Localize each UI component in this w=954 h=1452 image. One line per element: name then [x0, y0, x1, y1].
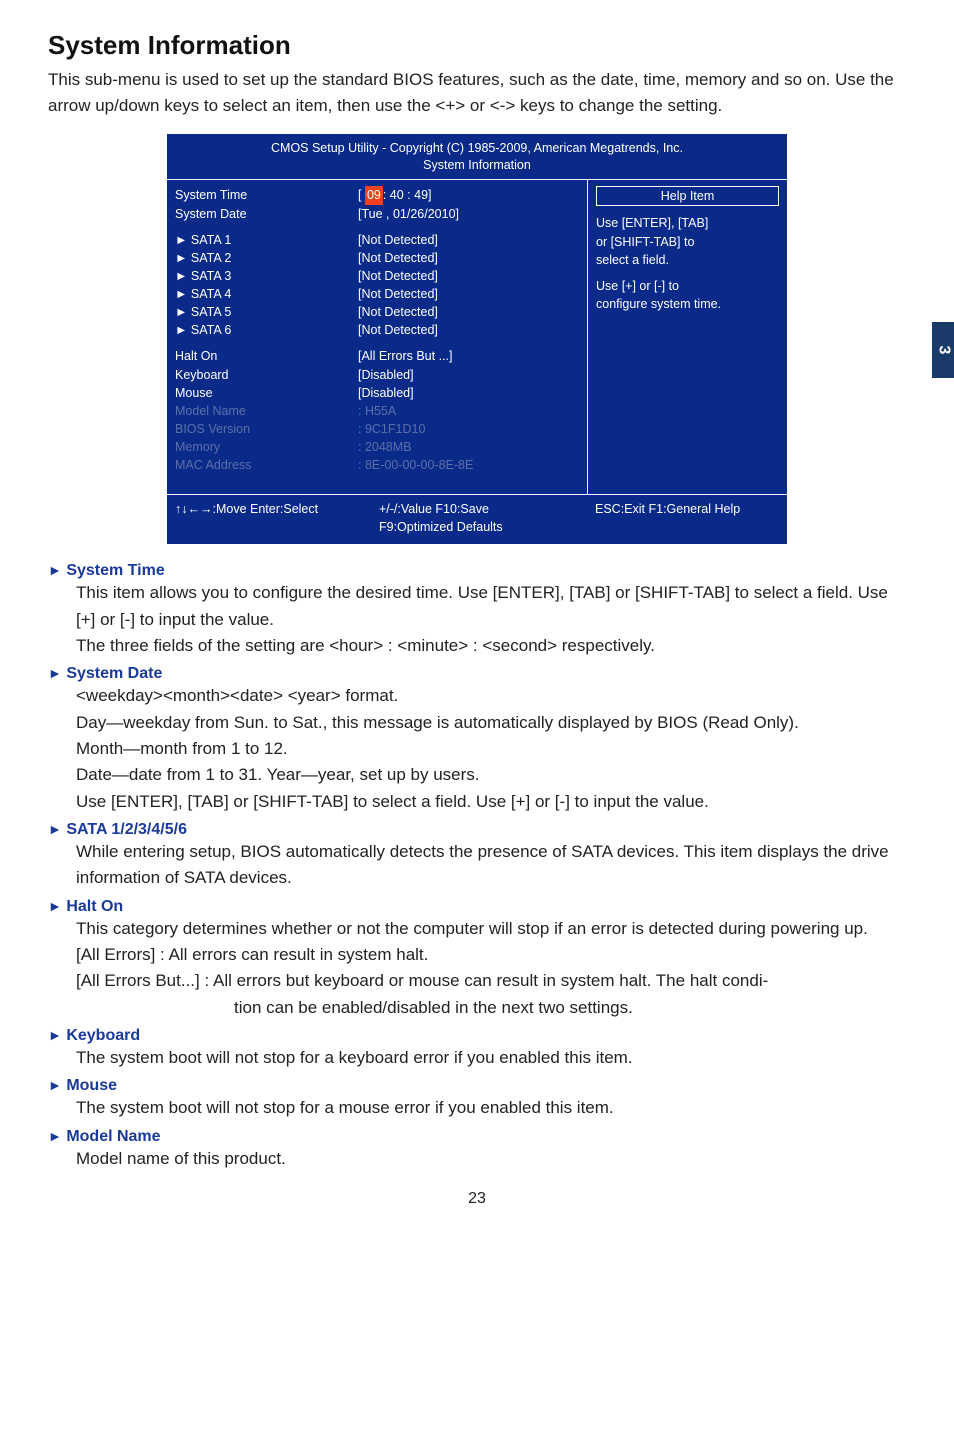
chapter-tab: 3: [932, 322, 954, 378]
value-model-name: : H55A: [358, 402, 581, 420]
p-keyboard-1: The system boot will not stop for a keyb…: [76, 1045, 906, 1071]
time-hour-highlight: 09: [365, 186, 383, 204]
value-sata4: [Not Detected]: [358, 285, 581, 303]
triangle-icon: ►: [48, 665, 62, 681]
footer-defaults: F9:Optimized Defaults: [379, 519, 595, 537]
triangle-icon: ►: [48, 898, 62, 914]
bios-header: CMOS Setup Utility - Copyright (C) 1985-…: [167, 134, 787, 180]
triangle-icon: ►: [48, 1077, 62, 1093]
footer-esc: ESC:Exit F1:General Help: [595, 501, 779, 519]
label-mac-address: MAC Address: [175, 456, 346, 474]
triangle-icon: ►: [175, 269, 187, 283]
label-sata5: ► SATA 5: [175, 303, 346, 321]
triangle-icon: ►: [175, 287, 187, 301]
p-system-time-2: The three fields of the setting are <hou…: [76, 633, 906, 659]
label-system-date: System Date: [175, 205, 346, 223]
p-system-time-1: This item allows you to configure the de…: [76, 580, 906, 633]
heading-model-name: ► Model Name: [48, 1128, 906, 1146]
help-l1: Use [ENTER], [TAB]: [596, 214, 779, 232]
help-l4: Use [+] or [-] to: [596, 277, 779, 295]
value-bios-version: : 9C1F1D10: [358, 420, 581, 438]
label-system-time: System Time: [175, 186, 346, 204]
value-sata1: [Not Detected]: [358, 231, 581, 249]
label-sata3: ► SATA 3: [175, 267, 346, 285]
p-sata-1: While entering setup, BIOS automatically…: [76, 839, 906, 892]
footer-move: ↑↓←→:Move Enter:Select: [175, 501, 379, 519]
help-l2: or [SHIFT-TAB] to: [596, 233, 779, 251]
footer-value: +/-/:Value F10:Save: [379, 501, 595, 519]
heading-mouse: ► Mouse: [48, 1077, 906, 1095]
p-halt-on-2: [All Errors] : All errors can result in …: [76, 942, 906, 968]
bios-footer: ↑↓←→:Move Enter:Select +/-/:Value F10:Sa…: [167, 495, 787, 544]
label-mouse: Mouse: [175, 384, 346, 402]
triangle-icon: ►: [48, 821, 62, 837]
triangle-icon: ►: [175, 323, 187, 337]
value-sata5: [Not Detected]: [358, 303, 581, 321]
value-memory: : 2048MB: [358, 438, 581, 456]
triangle-icon: ►: [175, 251, 187, 265]
label-bios-version: BIOS Version: [175, 420, 346, 438]
p-system-date-3: Month—month from 1 to 12.: [76, 736, 906, 762]
p-system-date-4: Date—date from 1 to 31. Year—year, set u…: [76, 762, 906, 788]
triangle-icon: ►: [48, 562, 62, 578]
page-title: System Information: [48, 30, 906, 61]
label-memory: Memory: [175, 438, 346, 456]
heading-sata: ► SATA 1/2/3/4/5/6: [48, 821, 906, 839]
p-system-date-5: Use [ENTER], [TAB] or [SHIFT-TAB] to sel…: [76, 789, 906, 815]
p-mouse-1: The system boot will not stop for a mous…: [76, 1095, 906, 1121]
value-sata6: [Not Detected]: [358, 321, 581, 339]
p-system-date-2: Day—weekday from Sun. to Sat., this mess…: [76, 710, 906, 736]
value-system-date: [Tue , 01/26/2010]: [358, 205, 581, 223]
label-model-name: Model Name: [175, 402, 346, 420]
label-keyboard: Keyboard: [175, 366, 346, 384]
label-sata2: ► SATA 2: [175, 249, 346, 267]
bios-left-column: System Time System Date ► SATA 1 ► SATA …: [167, 180, 352, 494]
help-title: Help Item: [596, 186, 779, 206]
intro-paragraph: This sub-menu is used to set up the stan…: [48, 67, 906, 120]
heading-system-time: ► System Time: [48, 562, 906, 580]
label-sata1: ► SATA 1: [175, 231, 346, 249]
bios-screenshot: CMOS Setup Utility - Copyright (C) 1985-…: [167, 134, 787, 545]
p-halt-on-3: [All Errors But...] : All errors but key…: [76, 968, 906, 994]
value-halt-on: [All Errors But ...]: [358, 347, 581, 365]
p-halt-on-4: tion can be enabled/disabled in the next…: [234, 995, 906, 1021]
heading-halt-on: ► Halt On: [48, 898, 906, 916]
bios-help-column: Help Item Use [ENTER], [TAB] or [SHIFT-T…: [587, 180, 787, 494]
value-mouse: [Disabled]: [358, 384, 581, 402]
bios-header-line2: System Information: [171, 157, 783, 174]
bios-mid-column: [ 09: 40 : 49] [Tue , 01/26/2010] [Not D…: [352, 180, 587, 494]
triangle-icon: ►: [48, 1027, 62, 1043]
p-system-date-1: <weekday><month><date> <year> format.: [76, 683, 906, 709]
triangle-icon: ►: [175, 233, 187, 247]
heading-keyboard: ► Keyboard: [48, 1027, 906, 1045]
page-number: 23: [48, 1190, 906, 1208]
label-sata6: ► SATA 6: [175, 321, 346, 339]
p-halt-on-1: This category determines whether or not …: [76, 916, 906, 942]
value-system-time: [ 09: 40 : 49]: [358, 186, 581, 204]
value-sata3: [Not Detected]: [358, 267, 581, 285]
value-mac-address: : 8E-00-00-00-8E-8E: [358, 456, 581, 474]
chapter-number: 3: [934, 346, 952, 355]
label-sata4: ► SATA 4: [175, 285, 346, 303]
triangle-icon: ►: [175, 305, 187, 319]
bios-header-line1: CMOS Setup Utility - Copyright (C) 1985-…: [171, 140, 783, 157]
help-l3: select a field.: [596, 251, 779, 269]
triangle-icon: ►: [48, 1128, 62, 1144]
value-keyboard: [Disabled]: [358, 366, 581, 384]
help-l5: configure system time.: [596, 295, 779, 313]
label-halt-on: Halt On: [175, 347, 346, 365]
value-sata2: [Not Detected]: [358, 249, 581, 267]
p-model-name-1: Model name of this product.: [76, 1146, 906, 1172]
heading-system-date: ► System Date: [48, 665, 906, 683]
